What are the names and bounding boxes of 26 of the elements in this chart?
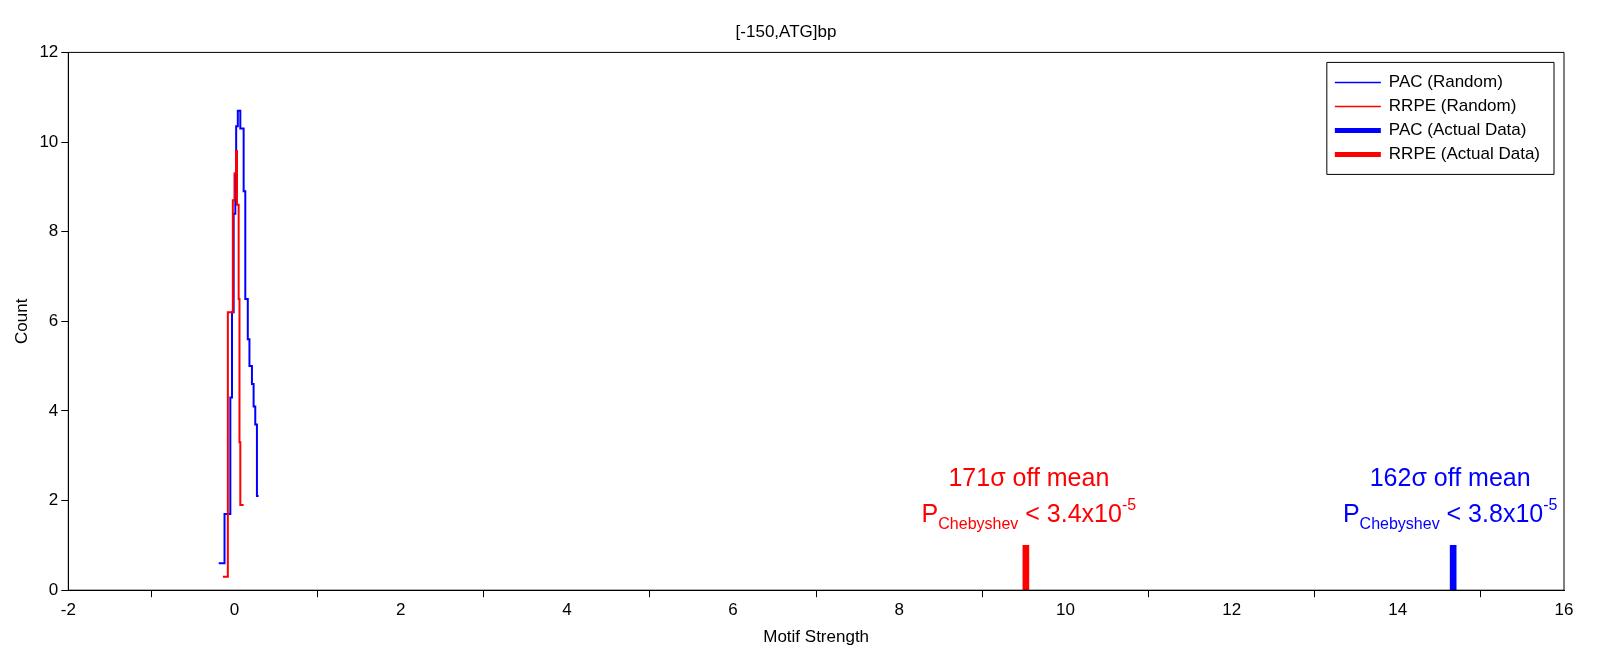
chart-title: [-150,ATG]bp [735, 21, 837, 41]
y-tick-label: 4 [48, 400, 59, 420]
x-tick-label: 10 [1055, 600, 1075, 620]
y-axis-title: Count [11, 298, 31, 344]
x-tick-label: 0 [229, 600, 240, 620]
x-tick-label: 6 [728, 600, 738, 620]
legend-label: RRPE (Actual Data) [1388, 144, 1541, 164]
y-tick-label: 8 [48, 221, 59, 241]
legend-label: PAC (Random) [1388, 72, 1503, 92]
annotation: 171σ off mean [948, 463, 1110, 492]
legend-label: RRPE (Random) [1388, 96, 1517, 116]
legend-label: PAC (Actual Data) [1388, 120, 1527, 140]
y-tick-label: 6 [48, 310, 59, 330]
x-tick-label: 2 [395, 600, 406, 620]
x-axis-title: Motif Strength [763, 627, 870, 647]
y-tick-label: 2 [48, 490, 59, 510]
x-tick-label: 8 [894, 600, 904, 620]
y-tick-label: 10 [39, 131, 59, 151]
x-tick-label: 14 [1388, 600, 1408, 620]
y-tick-label: 12 [39, 42, 59, 62]
annotation: 162σ off mean [1369, 463, 1531, 492]
x-tick-label: 4 [562, 600, 572, 620]
x-tick-label: -2 [60, 600, 76, 620]
x-tick-label: 16 [1554, 600, 1574, 620]
y-tick-label: 0 [48, 579, 59, 599]
x-tick-label: 12 [1222, 600, 1242, 620]
